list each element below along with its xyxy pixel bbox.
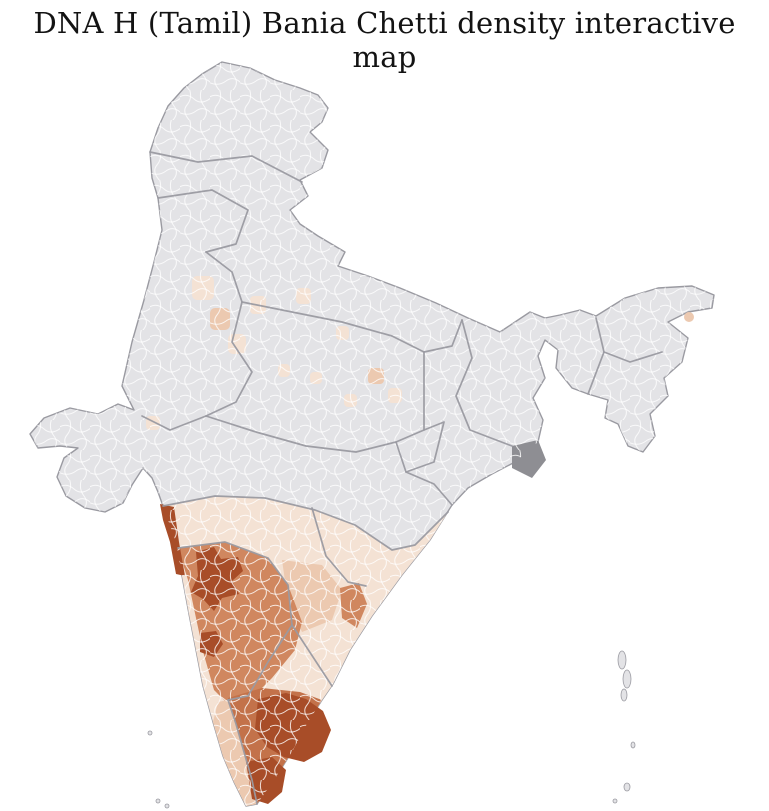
assam-district-spot	[684, 312, 694, 322]
state-borders	[141, 151, 663, 805]
lakshadweep-islands[interactable]	[147, 730, 170, 809]
andaman-nicobar-islands[interactable]	[612, 650, 636, 804]
region-konkan-coastal-dark	[160, 504, 185, 576]
district-grid-overlay	[30, 62, 714, 806]
map-title: DNA H (Tamil) Bania Chetti density inter…	[33, 6, 736, 74]
